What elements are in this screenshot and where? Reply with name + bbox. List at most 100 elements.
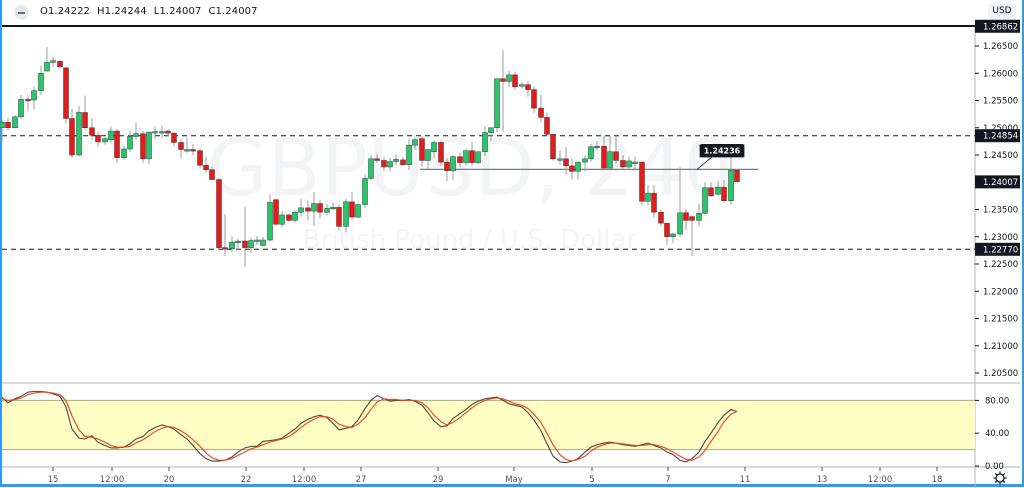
stoch-d-line [1, 391, 738, 462]
candle [190, 144, 196, 155]
candle-body-up [152, 131, 158, 134]
candle [330, 202, 336, 211]
time-tick-label: 12:00 [292, 475, 317, 485]
candle-body-down [544, 117, 550, 135]
candle [575, 161, 581, 180]
candle [216, 178, 222, 251]
candle [651, 184, 657, 218]
candle [229, 236, 235, 253]
candle-body-up [406, 144, 412, 166]
candle [728, 153, 734, 205]
candle-body-down [689, 216, 695, 221]
candle-body-up [494, 78, 500, 128]
candle [550, 133, 556, 161]
candle [349, 192, 355, 221]
candle [292, 210, 298, 223]
candle-body-down [57, 61, 63, 67]
candle [89, 117, 95, 140]
time-tick-label: 27 [356, 475, 367, 485]
candle [639, 161, 645, 206]
candle-body-down [601, 146, 607, 169]
candle [645, 184, 651, 206]
candle-body-down [273, 199, 279, 225]
candle-body-up [715, 186, 721, 195]
candle-body-down [286, 214, 292, 221]
candle [393, 155, 399, 165]
candle-body-up [248, 240, 254, 248]
candle-body-down [305, 207, 311, 212]
time-tick-label: 15 [48, 475, 59, 485]
close-value: C1.24007 [208, 6, 258, 17]
candle [512, 71, 518, 90]
candle [670, 232, 676, 244]
price-tick-label: 1.25000 [983, 124, 1018, 134]
candle-body-up [677, 212, 683, 235]
candle [121, 146, 127, 160]
candle [444, 157, 450, 182]
candle [525, 80, 531, 97]
candle [406, 138, 412, 171]
candle-body-up [133, 133, 139, 137]
candle-body-down [419, 138, 425, 161]
candle [632, 156, 638, 169]
candle-body-down [500, 78, 506, 82]
candle [664, 222, 670, 245]
candle-body-up [184, 149, 190, 152]
candle [44, 47, 50, 72]
candle [506, 70, 512, 87]
candle [133, 122, 139, 140]
time-tick-label: 12:00 [868, 475, 893, 485]
candle-body-up [127, 136, 133, 150]
candle [324, 204, 330, 216]
candle [500, 49, 506, 132]
candle-body-down [620, 160, 626, 168]
price-tick-label: 1.23000 [983, 233, 1018, 243]
candle-body-down [349, 201, 355, 218]
candle [702, 182, 708, 215]
candle-body-up [582, 158, 588, 163]
currency-badge[interactable]: USD [988, 3, 1016, 19]
candle-body-up [594, 146, 600, 149]
candle [317, 200, 323, 219]
candle-body-down [82, 112, 88, 128]
candle-body-down [683, 212, 689, 221]
candle-body-up [355, 204, 361, 218]
candle [146, 131, 152, 165]
candle [38, 65, 44, 96]
time-tick-label: 22 [241, 475, 252, 485]
stoch-tick-label: 0.00 [985, 462, 1004, 472]
candle [298, 198, 304, 217]
time-tick-label: 20 [164, 475, 175, 485]
candle-body-down [317, 203, 323, 213]
candle [419, 136, 425, 167]
candle-body-down [664, 222, 670, 237]
gear-tooth [1002, 472, 1006, 476]
collapse-legend-button[interactable] [14, 5, 29, 20]
candle-body-up [463, 150, 469, 163]
candle [165, 129, 171, 137]
price-tick-label: 1.22000 [983, 287, 1018, 297]
candle-body-down [512, 74, 518, 88]
candle-body-up [607, 151, 613, 169]
candle-body-down [114, 130, 120, 158]
watermark-description: British Pound / U.S. Dollar [303, 225, 638, 255]
candle-body-down [171, 132, 177, 143]
candle-body-down [613, 151, 619, 161]
candle-body-down [538, 107, 544, 118]
candle-body-up [31, 90, 37, 101]
candle-body-down [178, 142, 184, 150]
candle [57, 60, 63, 68]
candle-body-up [575, 161, 581, 172]
candle [677, 166, 683, 237]
high-value: H1.24244 [97, 6, 147, 17]
candle-body-up [159, 131, 165, 134]
candle-body-up [44, 62, 50, 72]
candle [222, 214, 228, 256]
candle-body-up [431, 142, 437, 152]
settings-gear-icon[interactable] [993, 471, 1007, 485]
candle-body-down [734, 170, 740, 182]
candle-body-up [488, 127, 494, 133]
candle-body-up [626, 160, 632, 168]
candle [715, 181, 721, 196]
